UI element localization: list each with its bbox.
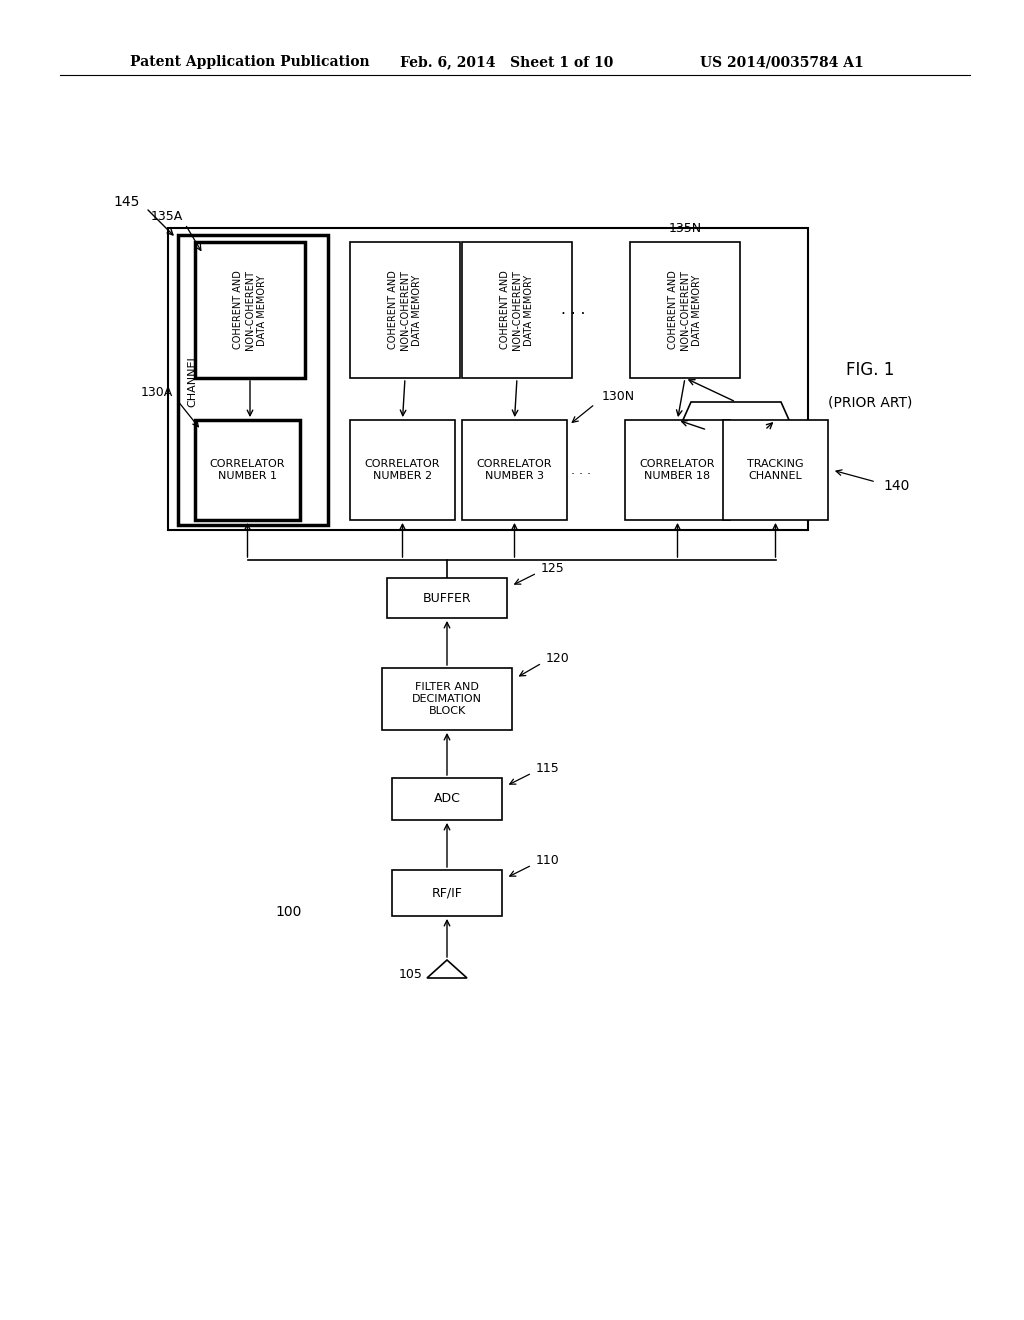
Text: CORRELATOR
NUMBER 18: CORRELATOR NUMBER 18: [640, 459, 715, 480]
Text: COHERENT AND
NON-COHERENT
DATA MEMORY: COHERENT AND NON-COHERENT DATA MEMORY: [669, 271, 701, 350]
Text: 105: 105: [399, 968, 423, 981]
Text: 140: 140: [883, 479, 909, 492]
FancyBboxPatch shape: [178, 235, 328, 525]
FancyBboxPatch shape: [723, 420, 828, 520]
Text: COHERENT AND
NON-COHERENT
DATA MEMORY: COHERENT AND NON-COHERENT DATA MEMORY: [501, 271, 534, 350]
Text: . . .: . . .: [571, 463, 591, 477]
Polygon shape: [679, 403, 794, 430]
FancyBboxPatch shape: [350, 420, 455, 520]
Text: CORRELATOR
NUMBER 3: CORRELATOR NUMBER 3: [477, 459, 552, 480]
Text: RF/IF: RF/IF: [431, 887, 463, 899]
Text: 100: 100: [275, 906, 302, 919]
Text: Patent Application Publication: Patent Application Publication: [130, 55, 370, 69]
Text: Feb. 6, 2014   Sheet 1 of 10: Feb. 6, 2014 Sheet 1 of 10: [400, 55, 613, 69]
Text: FILTER AND
DECIMATION
BLOCK: FILTER AND DECIMATION BLOCK: [412, 682, 482, 715]
Text: CHANNEL: CHANNEL: [187, 354, 197, 407]
Text: CORRELATOR
NUMBER 2: CORRELATOR NUMBER 2: [365, 459, 440, 480]
Text: (PRIOR ART): (PRIOR ART): [827, 395, 912, 409]
FancyBboxPatch shape: [387, 578, 507, 618]
Text: TRACKING
CHANNEL: TRACKING CHANNEL: [748, 459, 804, 480]
Text: 110: 110: [536, 854, 560, 866]
FancyBboxPatch shape: [462, 242, 572, 378]
FancyBboxPatch shape: [392, 777, 502, 820]
FancyBboxPatch shape: [625, 420, 730, 520]
Text: 120: 120: [546, 652, 569, 664]
Text: COHERENT AND
NON-COHERENT
DATA MEMORY: COHERENT AND NON-COHERENT DATA MEMORY: [233, 271, 266, 350]
Text: COHERENT AND
NON-COHERENT
DATA MEMORY: COHERENT AND NON-COHERENT DATA MEMORY: [388, 271, 422, 350]
Text: CORRELATOR
NUMBER 1: CORRELATOR NUMBER 1: [210, 459, 286, 480]
FancyBboxPatch shape: [350, 242, 460, 378]
Text: 145: 145: [114, 195, 140, 209]
FancyBboxPatch shape: [392, 870, 502, 916]
FancyBboxPatch shape: [195, 242, 305, 378]
FancyBboxPatch shape: [195, 420, 300, 520]
FancyBboxPatch shape: [168, 228, 808, 531]
Polygon shape: [427, 960, 467, 978]
Text: 130A: 130A: [140, 385, 173, 399]
Text: 135A: 135A: [151, 210, 183, 223]
FancyBboxPatch shape: [630, 242, 740, 378]
FancyBboxPatch shape: [462, 420, 567, 520]
Text: . . .: . . .: [561, 302, 585, 318]
Text: 125: 125: [541, 561, 565, 574]
Text: US 2014/0035784 A1: US 2014/0035784 A1: [700, 55, 864, 69]
Text: ADC: ADC: [433, 792, 461, 805]
FancyBboxPatch shape: [382, 668, 512, 730]
Text: 135N: 135N: [669, 222, 701, 235]
Text: 130N: 130N: [602, 389, 635, 403]
Text: FIG. 1: FIG. 1: [846, 360, 894, 379]
Text: BUFFER: BUFFER: [423, 591, 471, 605]
Text: 115: 115: [536, 762, 560, 775]
